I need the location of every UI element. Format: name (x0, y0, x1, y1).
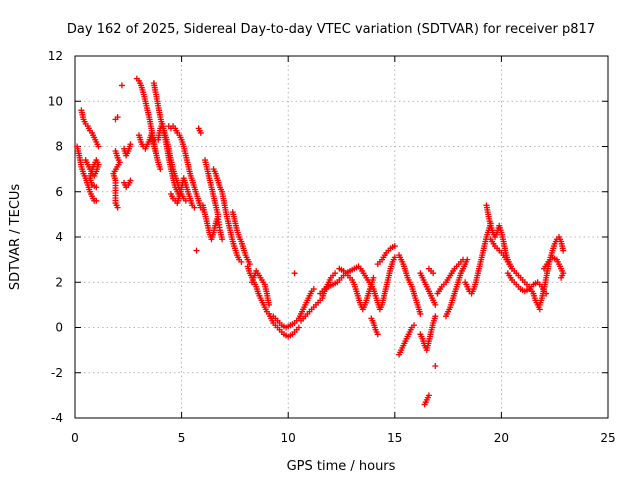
x-tick-label: 15 (387, 431, 402, 445)
series-track-ac (442, 256, 471, 320)
x-tick-labels: 0 5 10 15 20 25 (71, 431, 615, 445)
series-track-ab (434, 256, 467, 297)
x-tick-label: 0 (71, 431, 79, 445)
series-track-u (336, 265, 377, 313)
data-marks (74, 75, 567, 408)
series-track-r (270, 286, 317, 331)
series-track-aa (417, 313, 439, 408)
x-tick-label: 20 (494, 431, 509, 445)
data-point (558, 274, 565, 281)
series-track-k (167, 175, 198, 211)
data-point (193, 247, 200, 254)
series-track-v (357, 254, 398, 313)
data-point (127, 177, 134, 184)
data-point (127, 141, 134, 148)
data-point (93, 184, 100, 191)
y-tick-label: 8 (55, 140, 63, 154)
data-point (238, 258, 245, 265)
series-track-m (199, 202, 226, 243)
x-tick-label: 5 (178, 431, 186, 445)
y-axis-label: SDTVAR / TECUs (8, 184, 23, 291)
y-tick-label: 12 (48, 49, 63, 63)
series-track-b (78, 107, 102, 150)
data-point (391, 243, 398, 250)
data-point (370, 274, 377, 281)
series-track-n (210, 166, 245, 265)
data-point (430, 270, 437, 277)
series-track-x (396, 252, 424, 317)
data-point (93, 197, 100, 204)
series-track-e (118, 82, 134, 191)
x-tick-label: 10 (281, 431, 296, 445)
series-track-z (417, 265, 439, 308)
series-track-p (244, 263, 273, 315)
y-tick-label: -4 (51, 411, 63, 425)
data-point (153, 150, 160, 157)
data-point (432, 313, 439, 320)
x-axis-label: GPS time / hours (287, 459, 396, 474)
data-point (219, 236, 226, 243)
data-point (114, 114, 121, 121)
series-track-t (317, 263, 362, 297)
data-point (197, 129, 204, 136)
y-tick-label: 6 (55, 185, 63, 199)
series-track-y (396, 322, 417, 358)
series-track-l (193, 125, 221, 254)
series-track-ai (541, 254, 567, 281)
data-point (432, 362, 439, 369)
y-tick-labels: -4 -2 0 2 4 6 8 10 12 (48, 49, 63, 425)
data-point (118, 82, 125, 89)
series-track-a (74, 143, 100, 204)
y-tick-label: 10 (48, 94, 63, 108)
data-point (295, 324, 302, 331)
series-track-i (155, 120, 189, 204)
series-track-c (82, 157, 102, 191)
series-track-g (135, 129, 160, 157)
y-tick-label: -2 (51, 366, 63, 380)
x-tick-label: 25 (600, 431, 615, 445)
y-tick-label: 2 (55, 275, 63, 289)
series-track-af (487, 236, 543, 313)
grid (75, 56, 608, 418)
data-point (432, 301, 439, 308)
data-point (560, 247, 567, 254)
chart-title: Day 162 of 2025, Sidereal Day-to-day VTE… (67, 22, 595, 37)
data-point (191, 204, 198, 211)
series-track-f (133, 75, 164, 173)
data-point (157, 166, 164, 173)
series-track-q (266, 310, 302, 340)
y-tick-label: 0 (55, 321, 63, 335)
data-point (332, 270, 339, 277)
data-point (464, 256, 471, 263)
data-point (425, 392, 432, 399)
y-tick-label: 4 (55, 230, 63, 244)
series-track-d (110, 114, 123, 211)
data-point (391, 254, 398, 261)
series-track-o (229, 209, 253, 268)
series-track-j (165, 123, 206, 213)
data-point (114, 204, 121, 211)
series-track-w (368, 243, 398, 338)
data-point (310, 286, 317, 293)
data-point (374, 331, 381, 338)
data-point (95, 143, 102, 150)
data-point (266, 301, 273, 308)
data-point (291, 270, 298, 277)
data-point (410, 322, 417, 329)
data-point (417, 310, 424, 317)
